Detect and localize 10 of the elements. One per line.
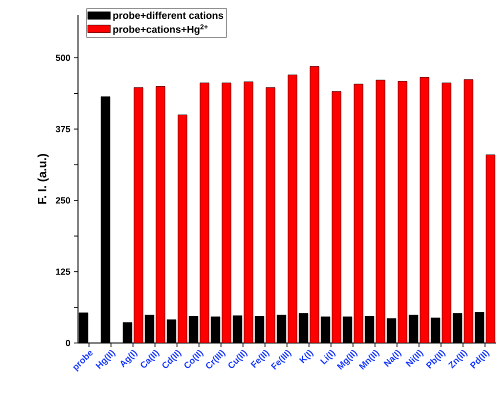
y-tick-label: 250 (56, 197, 70, 204)
x-tick-label: Li(I) (320, 350, 336, 364)
y-tick-label: 125 (56, 268, 70, 275)
y-axis-title: F. I. (a.u.) (38, 154, 49, 204)
legend-label: probe+different cations (113, 12, 224, 21)
legend-label: probe+cations+Hg$^{2+}$ (113, 24, 208, 35)
y-tick-label: 500 (56, 54, 70, 61)
y-tick-label: 375 (56, 126, 70, 132)
y-tick-label: 0 (66, 340, 70, 346)
x-tick-label: K(I) (299, 350, 314, 364)
